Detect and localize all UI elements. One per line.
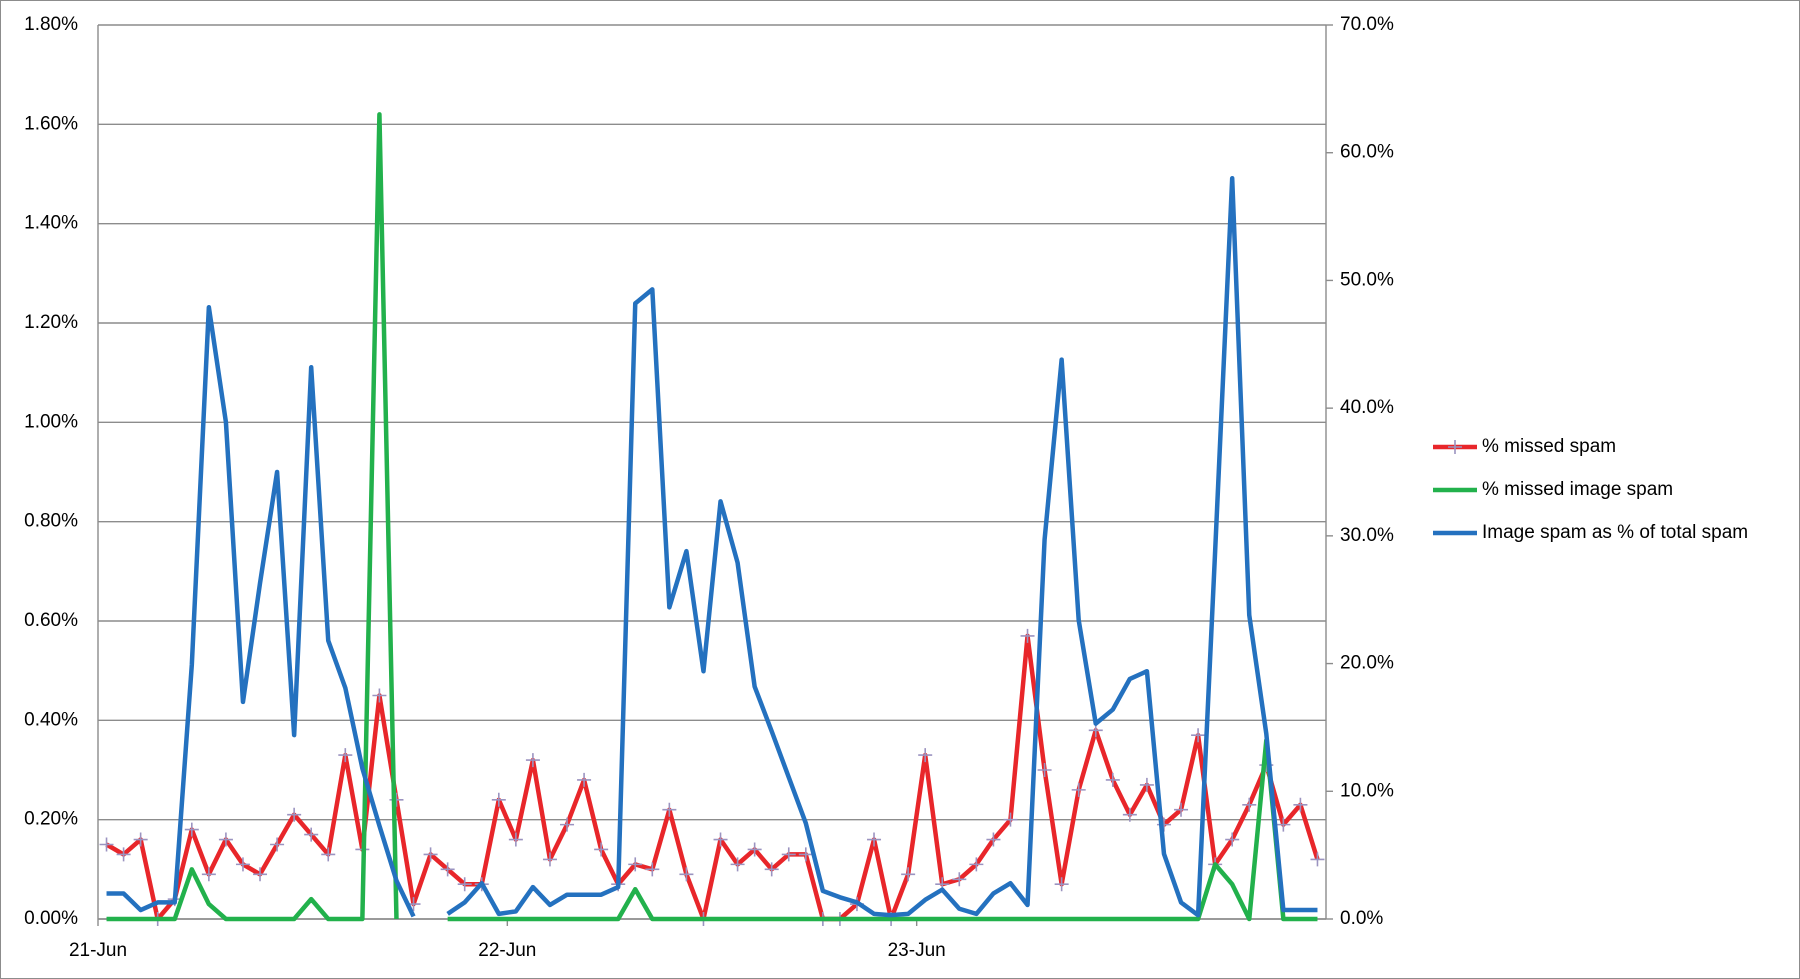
point-marker	[901, 867, 916, 882]
point-marker	[1191, 728, 1206, 743]
point-marker	[1276, 817, 1291, 832]
point-marker	[952, 872, 967, 887]
point-marker	[1225, 832, 1240, 847]
x-tick-label: 21-Jun	[69, 940, 127, 961]
point-marker	[338, 748, 353, 763]
y2-tick-label: 0.0%	[1340, 908, 1383, 929]
x-tick-label: 22-Jun	[478, 940, 536, 961]
y2-tick-label: 30.0%	[1340, 525, 1394, 546]
point-marker	[133, 832, 148, 847]
point-marker	[730, 857, 745, 872]
point-marker	[764, 862, 779, 877]
point-marker	[321, 847, 336, 862]
point-marker	[287, 807, 302, 822]
y-tick-label: 1.60%	[24, 113, 78, 134]
y-tick-label: 1.20%	[24, 312, 78, 333]
point-marker	[235, 857, 250, 872]
y-tick-label: 0.00%	[24, 908, 78, 929]
legend-marker	[1448, 440, 1462, 454]
point-marker	[867, 832, 882, 847]
point-marker	[423, 847, 438, 862]
point-marker	[508, 832, 523, 847]
point-marker	[713, 832, 728, 847]
point-marker	[218, 832, 233, 847]
point-marker	[781, 847, 796, 862]
point-marker	[304, 827, 319, 842]
y-tick-label: 0.60%	[24, 610, 78, 631]
point-marker	[440, 862, 455, 877]
legend-label: Image spam as % of total spam	[1482, 522, 1748, 543]
point-marker	[525, 753, 540, 768]
point-marker	[628, 857, 643, 872]
point-marker	[457, 877, 472, 892]
point-marker	[1310, 852, 1325, 867]
y-tick-label: 0.20%	[24, 809, 78, 830]
point-marker	[116, 847, 131, 862]
y2-tick-label: 50.0%	[1340, 269, 1394, 290]
point-marker	[918, 748, 933, 763]
point-marker	[747, 842, 762, 857]
point-marker	[1122, 807, 1137, 822]
point-marker	[184, 822, 199, 837]
point-marker	[1174, 802, 1189, 817]
legend-label: % missed spam	[1482, 436, 1616, 457]
point-marker	[969, 857, 984, 872]
point-marker	[594, 842, 609, 857]
point-marker	[1105, 772, 1120, 787]
y-tick-label: 1.80%	[24, 14, 78, 35]
x-tick-label: 23-Jun	[888, 940, 946, 961]
series-line	[105, 633, 1320, 922]
point-marker	[1020, 628, 1035, 643]
point-marker	[560, 817, 575, 832]
point-marker	[99, 837, 114, 852]
point-marker	[1242, 797, 1257, 812]
point-marker	[542, 852, 557, 867]
point-marker	[798, 847, 813, 862]
y2-tick-label: 10.0%	[1340, 780, 1394, 801]
point-marker	[1071, 782, 1086, 797]
point-marker	[1293, 797, 1308, 812]
point-marker	[1139, 777, 1154, 792]
point-marker	[1054, 877, 1069, 892]
y2-tick-label: 70.0%	[1340, 14, 1394, 35]
y-tick-label: 1.40%	[24, 213, 78, 234]
y-tick-label: 0.80%	[24, 511, 78, 532]
y2-tick-label: 20.0%	[1340, 653, 1394, 674]
point-marker	[577, 772, 592, 787]
y2-tick-label: 40.0%	[1340, 397, 1394, 418]
point-marker	[253, 867, 268, 882]
point-marker	[1037, 763, 1052, 777]
point-marker	[1003, 812, 1018, 827]
point-marker	[372, 688, 387, 703]
point-marker	[645, 862, 660, 877]
point-marker	[270, 837, 285, 852]
y2-tick-label: 60.0%	[1340, 142, 1394, 163]
y-tick-label: 1.00%	[24, 411, 78, 432]
point-marker	[201, 867, 216, 882]
legend-label: % missed image spam	[1482, 479, 1673, 500]
point-marker	[491, 792, 506, 807]
point-marker	[986, 832, 1001, 847]
series-line	[106, 112, 1318, 922]
point-marker	[679, 867, 694, 882]
y-tick-label: 0.40%	[24, 709, 78, 730]
series-line	[106, 176, 1318, 918]
point-marker	[662, 802, 677, 817]
